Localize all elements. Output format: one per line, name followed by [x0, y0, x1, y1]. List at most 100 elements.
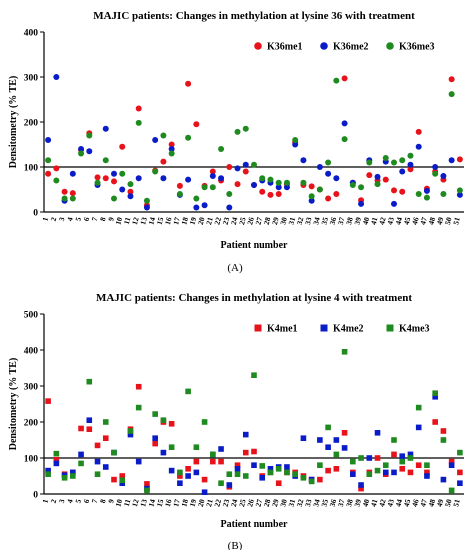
data-point [193, 458, 200, 465]
data-point [45, 157, 52, 164]
data-point [234, 462, 241, 468]
data-point [440, 476, 447, 483]
data-point [185, 473, 191, 479]
chart-panel-2: MAJIC patients: Changes in methylation a… [8, 292, 464, 552]
x-tick-label: 23 [221, 216, 232, 226]
data-point [201, 489, 208, 495]
data-point [292, 137, 299, 143]
data-point [69, 190, 76, 197]
data-point [448, 458, 455, 465]
x-tick-label: 11 [122, 498, 133, 507]
x-tick-label: 21 [204, 498, 215, 508]
x-tick-label: 40 [361, 498, 372, 508]
data-point [415, 143, 422, 150]
data-point [457, 449, 463, 456]
data-point [61, 195, 68, 202]
data-point [399, 466, 406, 472]
x-tick-label: 10 [114, 498, 125, 508]
data-point [382, 462, 389, 468]
data-point [275, 480, 282, 486]
data-point [119, 473, 126, 479]
x-tick-label: 15 [155, 498, 166, 508]
data-point [127, 193, 134, 200]
data-point [358, 455, 364, 461]
data-point [341, 349, 348, 355]
chart-title: MAJIC patients: Changes in methylation a… [93, 10, 415, 22]
data-point [119, 170, 126, 177]
data-point [391, 451, 397, 458]
data-point [209, 168, 216, 175]
data-point [374, 455, 381, 461]
y-tick-label: 100 [24, 455, 39, 465]
series-K4me3 [45, 349, 463, 494]
legend-marker [386, 324, 394, 332]
data-point [119, 477, 126, 484]
data-point [366, 455, 373, 461]
data-point [308, 478, 315, 485]
data-point [119, 480, 126, 486]
data-point [308, 197, 315, 204]
data-point [283, 184, 290, 191]
y-tick-label: 300 [24, 74, 39, 84]
data-point [448, 487, 455, 494]
data-point [292, 471, 298, 477]
data-point [407, 469, 414, 476]
x-tick-label: 29 [270, 216, 281, 226]
data-point [325, 170, 332, 177]
data-point [415, 191, 422, 197]
x-tick-label: 44 [394, 216, 405, 226]
data-point [102, 157, 109, 164]
y-tick-label: 300 [24, 383, 39, 393]
data-point [316, 186, 323, 193]
data-point [152, 440, 158, 447]
data-point [234, 165, 241, 172]
data-point [284, 464, 290, 470]
data-point [168, 141, 175, 148]
data-point [78, 150, 85, 157]
data-point [350, 471, 356, 477]
x-tick-label: 14 [146, 498, 157, 508]
data-point [210, 451, 216, 458]
data-point [177, 480, 183, 486]
data-point [94, 458, 101, 465]
x-tick-label: 46 [410, 216, 421, 226]
data-point [61, 475, 68, 481]
data-point [53, 450, 60, 457]
x-tick-label: 27 [254, 216, 265, 226]
data-point [432, 419, 438, 425]
data-point [456, 191, 463, 198]
y-axis-label: Densitometry (% TE) [8, 358, 19, 451]
data-point [251, 372, 257, 378]
data-point [102, 464, 109, 470]
data-point [209, 184, 216, 191]
data-point [94, 471, 101, 477]
x-axis-label: Patient number [221, 240, 289, 251]
data-point [127, 188, 134, 195]
data-point [242, 449, 249, 456]
data-point [275, 179, 282, 186]
data-point [259, 188, 266, 195]
data-point [440, 191, 447, 197]
x-tick-label: 6 [82, 216, 92, 222]
data-point [341, 75, 348, 82]
data-point [317, 437, 323, 443]
data-point [300, 475, 307, 481]
x-tick-label: 39 [352, 216, 363, 226]
legend-marker [254, 324, 262, 332]
data-point [185, 134, 192, 141]
data-point [185, 466, 191, 472]
data-point [399, 453, 406, 459]
x-tick-label: 26 [245, 498, 256, 508]
data-point [325, 159, 332, 166]
x-tick-label: 13 [138, 498, 149, 508]
data-point [300, 179, 307, 186]
data-point [448, 76, 455, 83]
data-point [448, 91, 455, 98]
x-tick-label: 26 [245, 216, 256, 226]
data-point [135, 119, 142, 126]
data-point [399, 157, 406, 164]
data-point [432, 170, 439, 177]
x-tick-label: 33 [303, 498, 314, 508]
